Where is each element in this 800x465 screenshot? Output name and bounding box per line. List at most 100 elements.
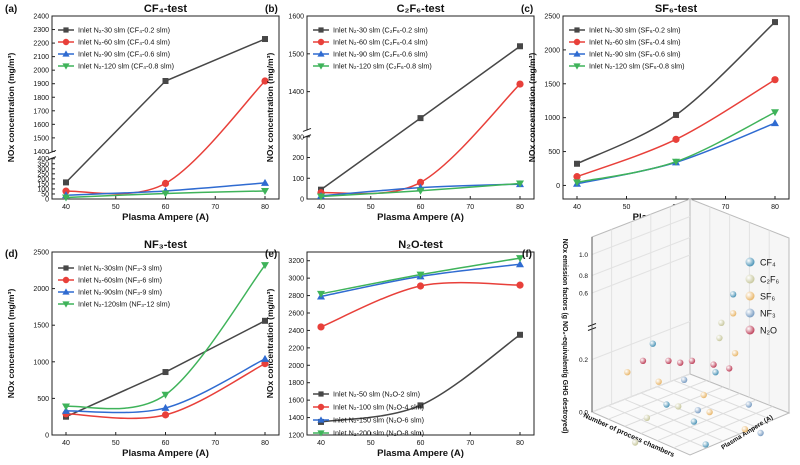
data-point [516, 255, 524, 263]
legend-label: N₂O [760, 326, 777, 336]
y-tick-label: 3000 [288, 276, 304, 283]
data-point [516, 80, 524, 88]
y-tick-label: 2500 [544, 14, 560, 21]
legend-marker [62, 301, 70, 308]
data-point [700, 391, 707, 399]
legend: Inlet N₂-30 slm (CF₄-0.2 slm) Inlet N₂-60… [58, 26, 174, 71]
series-0 [63, 36, 268, 186]
y-tick-label: 1600 [288, 398, 304, 405]
z-grid [591, 237, 691, 276]
series-0 [574, 19, 778, 167]
y-tick-label: 0 [45, 433, 49, 440]
y-tick-label: 1400 [288, 89, 304, 96]
legend-marker [62, 38, 70, 46]
legend-marker [573, 63, 581, 70]
legend-label: NF₃ [760, 309, 776, 319]
data-point [631, 439, 639, 446]
y-tick-label: 500 [37, 396, 49, 403]
x-tick-label: 60 [162, 440, 170, 447]
y-tick-label: 2400 [288, 328, 304, 335]
legend-marker [62, 288, 70, 295]
data-point [261, 77, 269, 85]
y-tick-label: 2000 [33, 286, 49, 293]
legend-label: CF₄ [760, 258, 776, 268]
y-axis-label: NOx concentration (mg/m³) [527, 53, 537, 163]
series-line [65, 320, 266, 418]
axis-break-mark [302, 127, 312, 132]
data-point [261, 178, 269, 186]
y-tick-label: 1500 [33, 135, 49, 142]
data-point [706, 408, 713, 416]
chart-title: N₂O-test [398, 239, 443, 251]
legend-label: Inlet N₂-30 slm (C₂F₆-0.2 slm) [333, 26, 428, 35]
y-tick-label: 2500 [33, 250, 49, 257]
y-tick-label: 1000 [544, 115, 560, 122]
y-axis-label: NOx concentration (mg/m³) [265, 53, 275, 163]
series-3 [62, 187, 269, 202]
legend-marker [318, 27, 324, 33]
y-axis-label: NOx concentration (mg/m³) [265, 289, 275, 399]
legend-marker [317, 63, 325, 70]
data-point [162, 78, 169, 85]
x-tick-label: 50 [112, 440, 120, 447]
x-axis-label: Plasma Ampere (A) [122, 448, 209, 459]
panel-label: (a) [5, 4, 17, 15]
legend-label: Inlet N₂-30 slm (CF₄-0.2 slm) [78, 26, 170, 35]
data-point [262, 36, 268, 43]
x-tick-label: 40 [317, 440, 325, 447]
y-tick-label: 150 [37, 181, 49, 188]
chart-title: C₂F₆-test [397, 3, 445, 15]
data-point [643, 414, 651, 421]
data-point [573, 179, 581, 187]
legend-marker [317, 50, 325, 57]
z-grid [591, 216, 691, 255]
legend-marker [745, 274, 755, 284]
data-point [161, 190, 170, 198]
series-1 [573, 76, 779, 181]
data-point [161, 411, 170, 419]
y-tick-label: 3200 [288, 258, 304, 265]
data-point [712, 369, 719, 376]
z-tick-label: 1.0 [579, 252, 588, 259]
x-tick-label: 40 [62, 204, 70, 211]
series-1 [317, 281, 524, 331]
x-tick-label: 70 [466, 440, 474, 447]
data-point [261, 187, 269, 195]
data-point [672, 158, 680, 166]
data-point [718, 319, 725, 326]
y-tick-label: 1600 [288, 14, 304, 21]
series-line [320, 83, 521, 195]
y-tick-label: 1800 [33, 95, 49, 102]
axis-break-mask [49, 152, 55, 158]
legend-marker [745, 325, 755, 335]
y-tick-label: 1200 [288, 433, 304, 440]
z-grid [591, 321, 691, 360]
x-tick-label: 60 [162, 204, 170, 211]
legend-marker [317, 416, 325, 423]
data-point [517, 331, 523, 338]
x-axis-label: Plasma Ampere (A) [377, 448, 464, 459]
panel-label: (d) [5, 249, 18, 260]
data-point [62, 403, 70, 411]
data-point [672, 135, 680, 143]
panel-label: (c) [521, 4, 533, 15]
x-tick-label: 70 [211, 440, 219, 447]
y-tick-label: 2200 [288, 345, 304, 352]
legend-label: Inlet N₂-60 slm (C₂F₆-0.4 slm) [333, 38, 428, 47]
data-point [262, 317, 268, 324]
legend-marker [318, 391, 324, 397]
data-point [317, 193, 325, 201]
legend-label: Inlet N₂-30 slm (SF₆-0.2 slm) [589, 26, 681, 35]
y-tick-label: 300 [292, 134, 304, 141]
x-tick-label: 40 [573, 204, 581, 211]
data-point [516, 180, 524, 188]
series-3 [317, 180, 524, 201]
legend-label: Inlet N₂-90 slm (SF₆-0.6 slm) [589, 50, 681, 59]
chart-panel-b: 0 100 200 300 1400 1500 1600 40 50 60 70 80 Plasma A… [265, 3, 535, 223]
legend-label: Inlet N₂-120 slm (C₂F₆-0.8 slm) [333, 62, 432, 71]
y-tick-label: 1600 [33, 122, 49, 129]
x-tick-label: 80 [261, 440, 269, 447]
y-tick-label: 100 [292, 176, 304, 183]
series-3 [62, 262, 269, 411]
panel-label: (b) [265, 4, 278, 15]
